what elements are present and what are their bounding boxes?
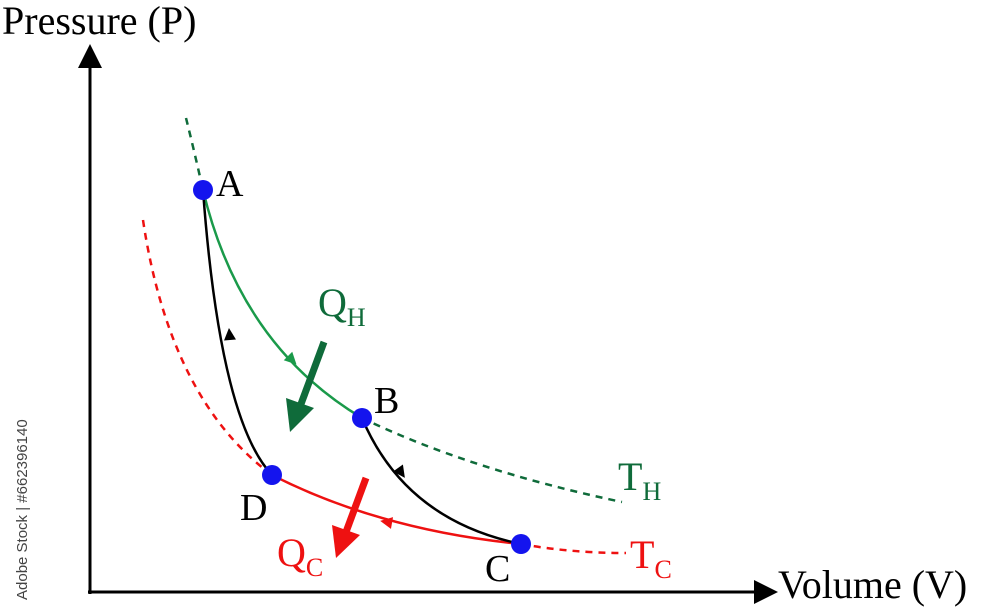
- cold-isotherm-dashed-left: [141, 219, 273, 477]
- isothermal-expansion-ab: [201, 189, 363, 420]
- heat-in-arrow: [286, 340, 328, 432]
- point-c-marker: [511, 534, 531, 554]
- point-b-marker: [352, 408, 372, 428]
- point-d-label: D: [240, 487, 267, 529]
- point-b-label: B: [374, 380, 399, 422]
- hot-isotherm-dashed-right: [361, 416, 623, 504]
- point-d-marker: [262, 465, 282, 485]
- heat-out-arrow: [332, 476, 370, 558]
- stock-credit-text: Adobe Stock | #662396140: [14, 419, 31, 600]
- cold-isotherm-dashed-right: [520, 542, 627, 555]
- adiabatic-expansion-bc: [360, 417, 522, 546]
- direction-arrow-bc: [393, 464, 405, 478]
- hot-isotherm-label: TH: [618, 454, 661, 506]
- point-c-label: C: [485, 548, 510, 590]
- heat-out-label: QC: [277, 530, 323, 582]
- direction-arrow-da: [224, 328, 236, 341]
- adiabatic-compression-da: [201, 189, 273, 476]
- cold-isotherm-label: TC: [630, 532, 672, 584]
- point-a-marker: [193, 180, 213, 200]
- y-axis-title: Pressure (P): [2, 0, 196, 43]
- direction-arrow-cd: [380, 517, 394, 529]
- point-a-label: A: [216, 163, 244, 205]
- hot-isotherm-dashed-left: [184, 117, 205, 191]
- x-axis-title: Volume (V): [778, 562, 967, 607]
- heat-in-label: QH: [318, 280, 366, 332]
